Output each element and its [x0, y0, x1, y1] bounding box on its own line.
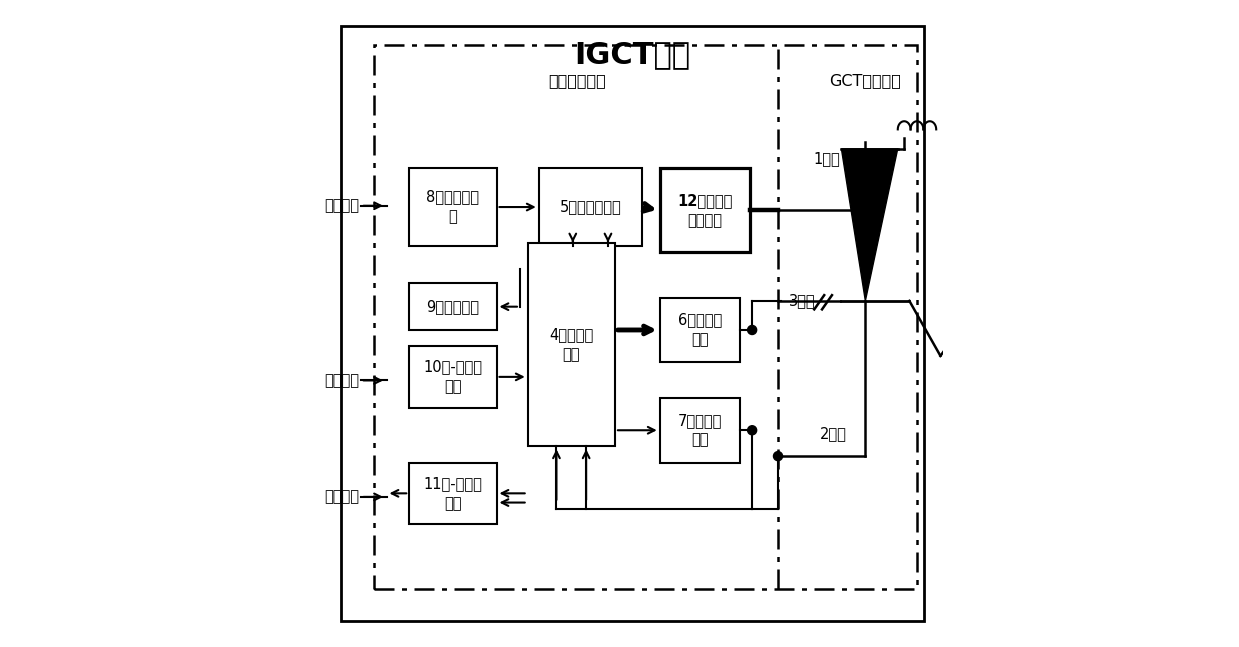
Text: 9信号指示灯: 9信号指示灯: [426, 299, 479, 314]
Text: 11电-光转换
模块: 11电-光转换 模块: [424, 476, 482, 510]
Text: 1阳极: 1阳极: [814, 151, 840, 166]
Text: 6开通驱动
模块: 6开通驱动 模块: [678, 313, 722, 347]
Text: 4逻辑控制
模块: 4逻辑控制 模块: [549, 327, 593, 362]
FancyBboxPatch shape: [659, 298, 741, 362]
FancyBboxPatch shape: [409, 283, 497, 330]
Text: 10光-电转换
模块: 10光-电转换 模块: [424, 360, 482, 394]
Text: GCT芯片单元: GCT芯片单元: [829, 73, 901, 89]
FancyBboxPatch shape: [409, 168, 497, 246]
Text: 5内部电源模块: 5内部电源模块: [560, 199, 621, 215]
Text: 电源输入: 电源输入: [325, 198, 359, 214]
FancyBboxPatch shape: [409, 346, 497, 408]
Text: 输入光纤: 输入光纤: [325, 373, 359, 388]
Text: 12霍尔等电
流传感器: 12霍尔等电 流传感器: [678, 193, 732, 228]
Polygon shape: [841, 149, 898, 301]
FancyBboxPatch shape: [528, 243, 615, 446]
FancyBboxPatch shape: [659, 168, 750, 252]
Text: 8整流滤波模
块: 8整流滤波模 块: [426, 190, 479, 225]
Text: 3门极: 3门极: [789, 293, 815, 309]
FancyBboxPatch shape: [539, 168, 642, 246]
FancyBboxPatch shape: [659, 398, 741, 463]
Text: 7关断驱动
模块: 7关断驱动 模块: [678, 413, 722, 448]
Text: 反馈光纤: 反馈光纤: [325, 489, 359, 505]
Circle shape: [773, 452, 783, 461]
Text: 门极驱动单元: 门极驱动单元: [549, 73, 606, 89]
Circle shape: [747, 426, 757, 435]
Text: IGCT器件: IGCT器件: [575, 41, 690, 69]
Circle shape: [747, 325, 757, 334]
FancyBboxPatch shape: [409, 463, 497, 524]
FancyBboxPatch shape: [341, 26, 923, 621]
Text: 2阴极: 2阴极: [820, 426, 847, 441]
